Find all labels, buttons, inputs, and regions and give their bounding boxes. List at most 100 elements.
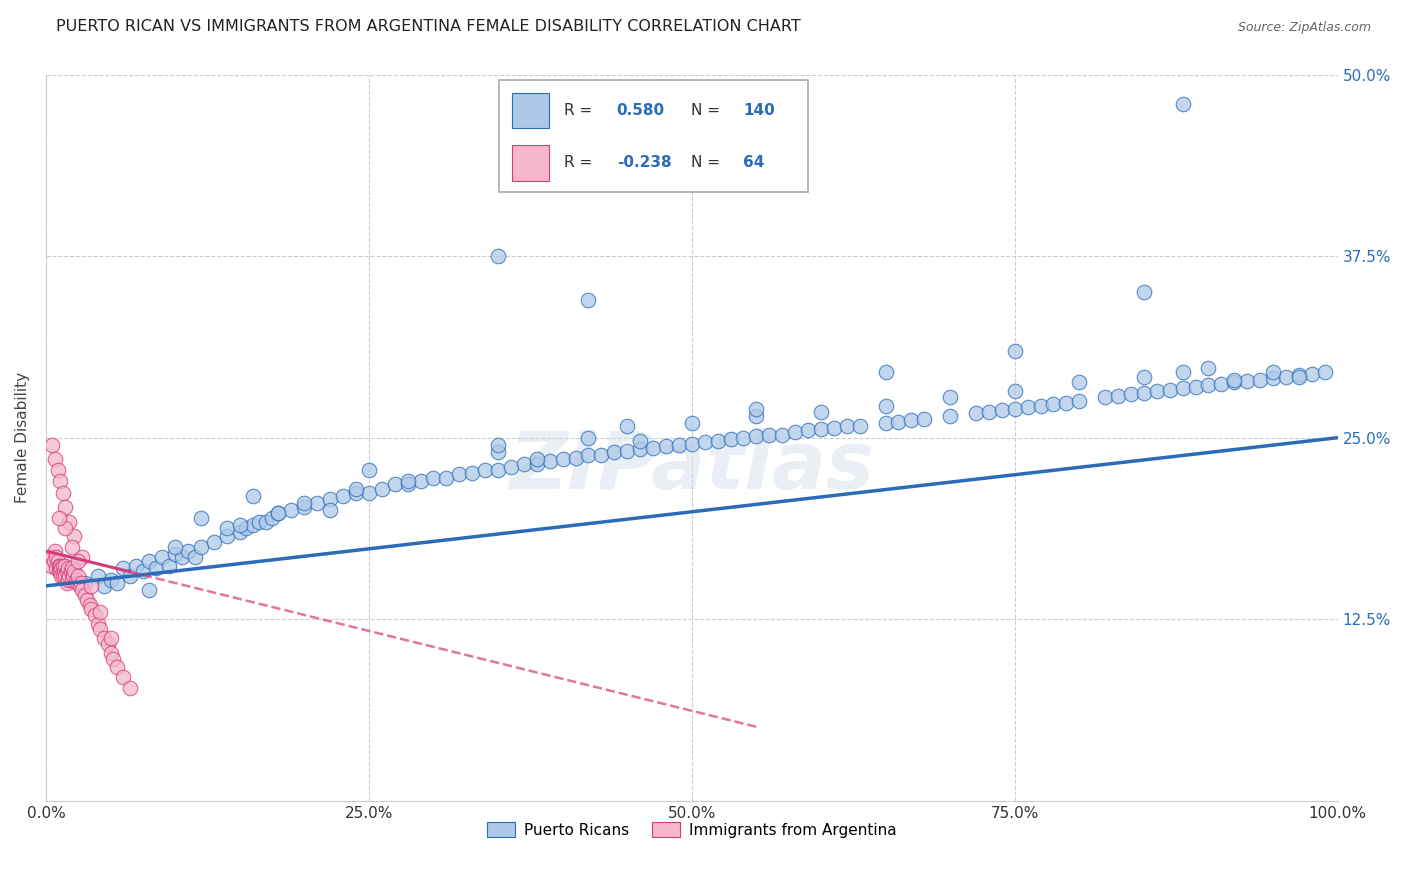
Point bbox=[145, 561, 167, 575]
Point bbox=[900, 413, 922, 427]
Point bbox=[1261, 371, 1284, 385]
Point bbox=[991, 403, 1014, 417]
Point bbox=[564, 450, 586, 465]
Point bbox=[758, 427, 780, 442]
Point bbox=[165, 540, 187, 554]
Point bbox=[62, 568, 84, 582]
Point bbox=[357, 486, 380, 500]
Point bbox=[101, 651, 124, 665]
Point bbox=[835, 419, 858, 434]
Point bbox=[1198, 361, 1220, 376]
Text: -0.238: -0.238 bbox=[617, 155, 671, 170]
Point bbox=[1133, 385, 1156, 400]
Point bbox=[1288, 369, 1310, 384]
Point bbox=[59, 565, 82, 579]
Point bbox=[254, 515, 277, 529]
Point bbox=[80, 602, 103, 616]
Point bbox=[76, 593, 98, 607]
Point bbox=[344, 482, 367, 496]
Point bbox=[44, 452, 66, 467]
Point bbox=[1159, 383, 1181, 397]
Point bbox=[44, 544, 66, 558]
Point bbox=[628, 434, 651, 448]
Point bbox=[628, 442, 651, 457]
Text: N =: N = bbox=[690, 103, 720, 118]
Point bbox=[1054, 396, 1077, 410]
FancyBboxPatch shape bbox=[499, 80, 808, 192]
Y-axis label: Female Disability: Female Disability bbox=[15, 372, 30, 503]
Point bbox=[53, 521, 76, 535]
Point bbox=[86, 616, 108, 631]
Point bbox=[526, 452, 548, 467]
Point bbox=[396, 475, 419, 489]
Point bbox=[80, 579, 103, 593]
Point bbox=[157, 558, 180, 573]
Point bbox=[810, 404, 832, 418]
Point bbox=[486, 249, 509, 263]
Point bbox=[1249, 373, 1271, 387]
Point bbox=[190, 540, 212, 554]
Point bbox=[267, 506, 290, 520]
Point bbox=[165, 547, 187, 561]
Point bbox=[105, 660, 128, 674]
Point bbox=[785, 425, 807, 439]
Point bbox=[53, 568, 76, 582]
Point bbox=[60, 540, 83, 554]
Point bbox=[409, 475, 432, 489]
Text: R =: R = bbox=[564, 103, 592, 118]
Point bbox=[1171, 96, 1194, 111]
Point bbox=[538, 454, 561, 468]
Point bbox=[70, 583, 93, 598]
Point bbox=[118, 681, 141, 695]
Point bbox=[513, 457, 536, 471]
Point bbox=[215, 529, 238, 543]
Point bbox=[1313, 365, 1336, 379]
Point bbox=[73, 588, 96, 602]
Text: Source: ZipAtlas.com: Source: ZipAtlas.com bbox=[1237, 21, 1371, 34]
Point bbox=[823, 420, 845, 434]
Point bbox=[60, 573, 83, 587]
Point bbox=[66, 576, 89, 591]
Point bbox=[112, 670, 135, 684]
Point bbox=[641, 441, 664, 455]
Point bbox=[125, 558, 148, 573]
Point bbox=[105, 576, 128, 591]
Point bbox=[797, 424, 820, 438]
Point bbox=[60, 568, 83, 582]
Text: PUERTO RICAN VS IMMIGRANTS FROM ARGENTINA FEMALE DISABILITY CORRELATION CHART: PUERTO RICAN VS IMMIGRANTS FROM ARGENTIN… bbox=[56, 20, 801, 34]
Point bbox=[70, 549, 93, 564]
Point bbox=[49, 565, 72, 579]
Point bbox=[499, 459, 522, 474]
Point bbox=[1133, 285, 1156, 300]
Point bbox=[52, 486, 75, 500]
Point bbox=[1004, 343, 1026, 358]
Point bbox=[190, 510, 212, 524]
Point bbox=[681, 416, 703, 430]
Point bbox=[1171, 381, 1194, 395]
Point bbox=[1004, 384, 1026, 399]
Point bbox=[384, 477, 406, 491]
Point bbox=[1146, 384, 1168, 399]
Point bbox=[138, 554, 160, 568]
Point bbox=[1119, 387, 1142, 401]
Point bbox=[939, 409, 962, 423]
Point bbox=[474, 463, 496, 477]
Point bbox=[357, 463, 380, 477]
Point bbox=[319, 503, 342, 517]
Point bbox=[97, 637, 120, 651]
Point bbox=[307, 496, 329, 510]
Point bbox=[93, 631, 115, 645]
Point bbox=[132, 565, 155, 579]
Point bbox=[53, 565, 76, 579]
Point bbox=[332, 489, 354, 503]
Point bbox=[1069, 394, 1091, 409]
Point bbox=[486, 445, 509, 459]
Point bbox=[267, 506, 290, 520]
Point bbox=[69, 579, 91, 593]
Point bbox=[1184, 380, 1206, 394]
Point bbox=[51, 568, 73, 582]
Point bbox=[48, 565, 70, 579]
Point bbox=[591, 448, 613, 462]
Point bbox=[53, 500, 76, 515]
Point bbox=[67, 554, 90, 568]
